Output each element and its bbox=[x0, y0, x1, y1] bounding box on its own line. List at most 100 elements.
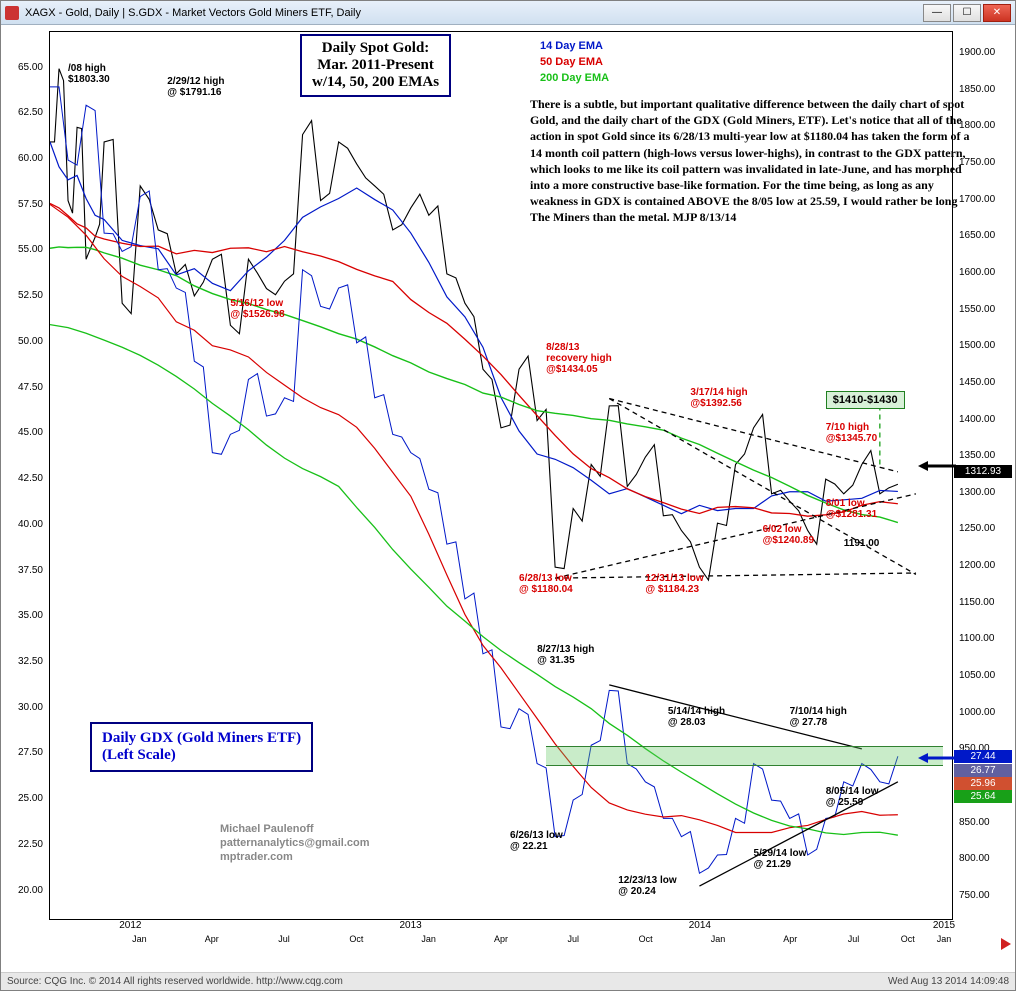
annotation-a13: 7/10/14 high@ 27.78 bbox=[790, 706, 847, 728]
ytick-left: 62.50 bbox=[18, 108, 43, 118]
price-target-box: $1410-$1430 bbox=[826, 391, 905, 409]
credit-line: Michael Paulenoff bbox=[220, 822, 370, 836]
titlebar: XAGX - Gold, Daily | S.GDX - Market Vect… bbox=[1, 1, 1015, 25]
annotation-a10: 6/28/13 low@ $1180.04 bbox=[519, 573, 573, 595]
window-controls: — ☐ ✕ bbox=[923, 4, 1011, 22]
annotation-a1: /08 high$1803.30 bbox=[68, 63, 110, 85]
gdx-title-box: Daily GDX (Gold Miners ETF) (Left Scale) bbox=[90, 722, 313, 772]
ytick-left: 25.00 bbox=[18, 794, 43, 804]
ytick-right: 1050.00 bbox=[959, 671, 995, 681]
annotation-a17: 6/26/13 low@ 22.21 bbox=[510, 830, 563, 852]
price-label-ema200: 25.64 bbox=[954, 790, 1012, 803]
narrative-text: There is a subtle, but important qualita… bbox=[530, 96, 970, 226]
minimize-button[interactable]: — bbox=[923, 4, 951, 22]
gdx-line: (Left Scale) bbox=[102, 747, 301, 764]
annotation-a2: 2/29/12 high@ $1791.16 bbox=[167, 76, 224, 98]
ytick-left: 42.50 bbox=[18, 474, 43, 484]
xtick-year: 2013 bbox=[399, 920, 421, 931]
ytick-left: 20.00 bbox=[18, 886, 43, 896]
price-label-ema50: 25.96 bbox=[954, 777, 1012, 790]
ytick-left: 60.00 bbox=[18, 154, 43, 164]
scroll-right-icon[interactable] bbox=[1001, 938, 1011, 950]
ytick-right: 1550.00 bbox=[959, 305, 995, 315]
xtick-month: Oct bbox=[349, 934, 363, 944]
chart-title-box: Daily Spot Gold: Mar. 2011-Present w/14,… bbox=[300, 34, 451, 97]
annotation-a15: 5/29/14 low@ 21.29 bbox=[754, 848, 807, 870]
xtick-month: Oct bbox=[639, 934, 653, 944]
gdx-arrow-icon bbox=[918, 750, 958, 766]
gdx-line: Daily GDX (Gold Miners ETF) bbox=[102, 730, 301, 747]
chart-area: 65.0062.5060.0057.5055.0052.5050.0047.50… bbox=[1, 25, 1015, 972]
xtick-month: Jul bbox=[848, 934, 860, 944]
annotation-a5: 3/17/14 high@$1392.56 bbox=[690, 387, 747, 409]
ytick-left: 52.50 bbox=[18, 291, 43, 301]
ytick-right: 1350.00 bbox=[959, 451, 995, 461]
ytick-right: 1400.00 bbox=[959, 415, 995, 425]
ytick-right: 1450.00 bbox=[959, 378, 995, 388]
ytick-left: 22.50 bbox=[18, 840, 43, 850]
annotation-a7: 8/01 low@$1281.31 bbox=[826, 498, 877, 520]
ytick-left: 32.50 bbox=[18, 657, 43, 667]
xtick-month: Apr bbox=[205, 934, 219, 944]
ytick-left: 35.00 bbox=[18, 611, 43, 621]
credit-line: patternanalytics@gmail.com bbox=[220, 836, 370, 850]
plot-region[interactable]: Daily Spot Gold: Mar. 2011-Present w/14,… bbox=[49, 31, 953, 920]
ytick-left: 50.00 bbox=[18, 337, 43, 347]
ytick-left: 55.00 bbox=[18, 245, 43, 255]
xtick-year: 2012 bbox=[119, 920, 141, 931]
ytick-left: 40.00 bbox=[18, 520, 43, 530]
ytick-right: 1650.00 bbox=[959, 231, 995, 241]
annotation-a16: 12/23/13 low@ 20.24 bbox=[618, 875, 676, 897]
ytick-right: 1000.00 bbox=[959, 708, 995, 718]
xtick-year: 2015 bbox=[933, 920, 955, 931]
ytick-left: 27.50 bbox=[18, 748, 43, 758]
title-line: Mar. 2011-Present bbox=[312, 57, 439, 74]
ytick-left: 45.00 bbox=[18, 428, 43, 438]
ytick-right: 850.00 bbox=[959, 818, 990, 828]
ytick-left: 37.50 bbox=[18, 566, 43, 576]
xtick-month: Jan bbox=[711, 934, 726, 944]
ytick-right: 1850.00 bbox=[959, 85, 995, 95]
maximize-button[interactable]: ☐ bbox=[953, 4, 981, 22]
annotation-a8: 6/02 low@$1240.89 bbox=[763, 524, 814, 546]
annotation-a4: 8/28/13recovery high@$1434.05 bbox=[546, 342, 612, 375]
annotation-a6: 7/10 high@$1345.70 bbox=[826, 422, 877, 444]
ytick-right: 1500.00 bbox=[959, 341, 995, 351]
price-label-gold: 1312.93 bbox=[954, 465, 1012, 478]
xtick-month: Apr bbox=[494, 934, 508, 944]
title-line: Daily Spot Gold: bbox=[312, 40, 439, 57]
close-button[interactable]: ✕ bbox=[983, 4, 1011, 22]
annotation-a12: 5/14/14 high@ 28.03 bbox=[668, 706, 725, 728]
support-band bbox=[546, 746, 943, 766]
xtick-month: Jul bbox=[568, 934, 580, 944]
ema-legend: 14 Day EMA 50 Day EMA 200 Day EMA bbox=[540, 38, 609, 86]
ytick-left: 65.00 bbox=[18, 63, 43, 73]
ytick-right: 1100.00 bbox=[959, 634, 994, 644]
app-window: XAGX - Gold, Daily | S.GDX - Market Vect… bbox=[0, 0, 1016, 991]
ytick-left: 57.50 bbox=[18, 200, 43, 210]
annotation-a11: 8/27/13 high@ 31.35 bbox=[537, 644, 594, 666]
gold-arrow-icon bbox=[918, 458, 958, 474]
ytick-right: 1600.00 bbox=[959, 268, 995, 278]
legend-ema14: 14 Day EMA bbox=[540, 38, 609, 54]
ytick-right: 1300.00 bbox=[959, 488, 995, 498]
price-label-gdxpx: 26.77 bbox=[954, 764, 1012, 777]
credit-line: mptrader.com bbox=[220, 850, 370, 864]
xtick-month: Jan bbox=[421, 934, 436, 944]
footer: Source: CQG Inc. © 2014 All rights reser… bbox=[1, 972, 1015, 990]
label-1191: 1191.00 bbox=[844, 538, 880, 549]
xtick-month: Jan bbox=[132, 934, 147, 944]
ytick-right: 800.00 bbox=[959, 854, 990, 864]
ytick-right: 1250.00 bbox=[959, 524, 995, 534]
xtick-month: Apr bbox=[783, 934, 797, 944]
annotation-a14: 8/05/14 low@ 25.59 bbox=[826, 786, 879, 808]
y-axis-left: 65.0062.5060.0057.5055.0052.5050.0047.50… bbox=[1, 31, 47, 920]
xtick-month: Jul bbox=[278, 934, 290, 944]
app-icon bbox=[5, 6, 19, 20]
xtick-month: Oct bbox=[901, 934, 915, 944]
window-title: XAGX - Gold, Daily | S.GDX - Market Vect… bbox=[25, 7, 923, 19]
footer-timestamp: Wed Aug 13 2014 14:09:48 bbox=[888, 976, 1009, 987]
ytick-right: 1200.00 bbox=[959, 561, 995, 571]
xtick-year: 2014 bbox=[689, 920, 711, 931]
ytick-left: 30.00 bbox=[18, 703, 43, 713]
